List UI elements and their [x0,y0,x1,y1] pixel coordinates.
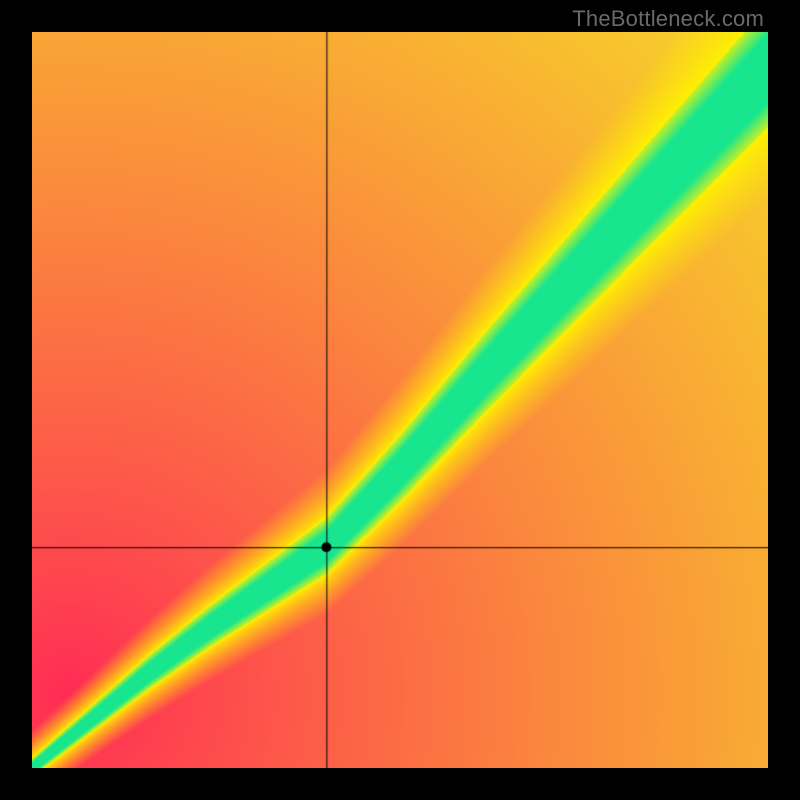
chart-frame: TheBottleneck.com [0,0,800,800]
watermark-text: TheBottleneck.com [572,6,764,32]
bottleneck-heatmap [32,32,768,768]
